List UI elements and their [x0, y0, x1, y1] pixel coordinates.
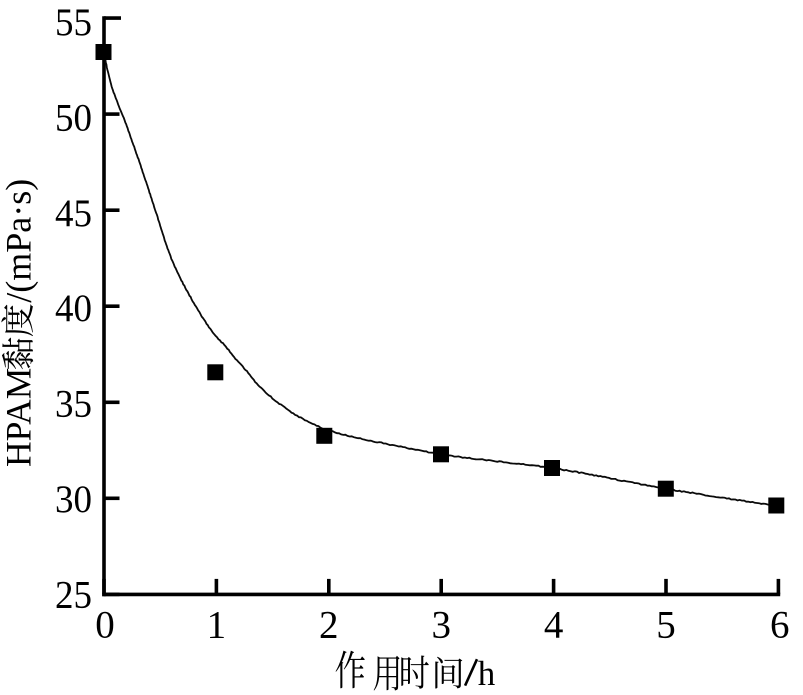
svg-text:5: 5	[656, 604, 676, 647]
svg-text:3: 3	[431, 604, 451, 647]
svg-text:50: 50	[55, 96, 92, 139]
svg-text:HPAM: HPAM	[0, 368, 38, 467]
svg-text:6: 6	[770, 604, 790, 647]
svg-text:1: 1	[207, 604, 227, 647]
svg-text:45: 45	[55, 192, 92, 235]
svg-text:30: 30	[55, 478, 92, 521]
svg-text:55: 55	[55, 1, 92, 44]
svg-text:2: 2	[319, 604, 339, 647]
svg-text:25: 25	[55, 573, 92, 616]
svg-text:h: h	[478, 654, 496, 693]
svg-text:35: 35	[55, 383, 92, 426]
svg-text:4: 4	[544, 604, 564, 647]
svg-text:0: 0	[95, 604, 115, 647]
svg-text:/(mPa·s): /(mPa·s)	[0, 179, 38, 303]
svg-text:40: 40	[55, 287, 92, 330]
